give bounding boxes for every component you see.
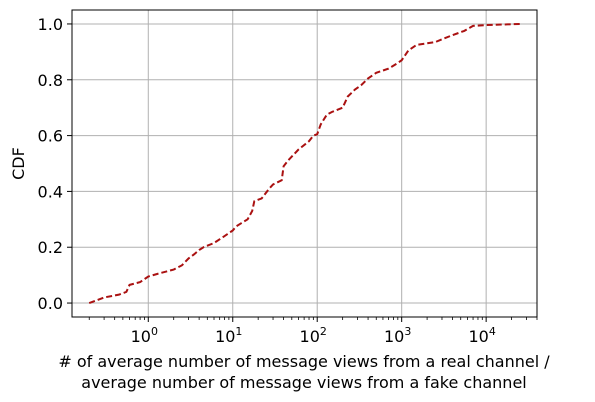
- x-tick-label: 104: [468, 325, 495, 346]
- y-tick-label: 0.2: [38, 238, 63, 257]
- y-tick-label: 0.4: [38, 182, 63, 201]
- x-ticks: 100 101 102 103 104: [88, 317, 538, 346]
- x-tick-label: 102: [300, 325, 327, 346]
- y-tick-label: 0.0: [38, 294, 63, 313]
- y-tick-label: 1.0: [38, 15, 63, 34]
- x-tick-label: 103: [384, 325, 411, 346]
- x-tick-label: 101: [215, 325, 242, 346]
- y-ticks: 0.0 0.2 0.4 0.6 0.8 1.0: [38, 15, 72, 313]
- y-tick-label: 0.8: [38, 71, 63, 90]
- grid: [72, 10, 537, 317]
- plot-frame: [71, 9, 538, 318]
- y-tick-label: 0.6: [38, 127, 63, 146]
- x-axis-label-line-1: # of average number of message views fro…: [58, 352, 550, 371]
- x-axis-label-line-2: average number of message views from a f…: [81, 373, 526, 392]
- x-tick-label: 100: [131, 325, 158, 346]
- series-line-cdf: [88, 22, 520, 304]
- y-axis-label: CDF: [9, 147, 28, 180]
